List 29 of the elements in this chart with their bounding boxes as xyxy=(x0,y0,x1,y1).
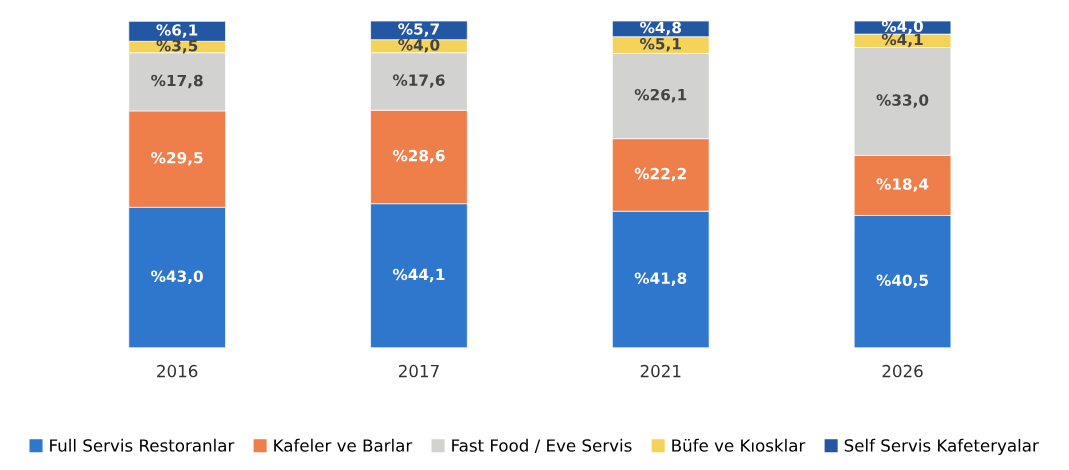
data-label: %17,6 xyxy=(392,74,445,88)
data-label: %4,0 xyxy=(398,39,440,53)
data-label: %4,0 xyxy=(881,20,923,34)
x-tick-label: 2016 xyxy=(157,364,198,378)
data-label: %41,8 xyxy=(634,272,687,286)
data-label: %26,1 xyxy=(634,88,687,103)
legend-label: Fast Food / Eve Servis xyxy=(452,438,632,454)
legend-label: Büfe ve Kıosklar xyxy=(672,438,806,452)
data-label: %18,4 xyxy=(876,178,929,192)
data-label: %28,6 xyxy=(392,149,445,164)
x-tick-label: 2017 xyxy=(398,364,439,378)
x-tick-label: 2021 xyxy=(640,364,681,378)
data-label: %5,7 xyxy=(398,23,439,37)
data-label: %4,8 xyxy=(640,21,681,36)
data-label: %6,1 xyxy=(156,24,198,38)
legend-label: Full Servis Restoranlar xyxy=(50,438,235,452)
data-label: %22,2 xyxy=(634,167,686,182)
legend-label: Kafeler ve Barlar xyxy=(274,438,413,452)
data-label: %33,0 xyxy=(876,94,929,108)
data-label: %5,1 xyxy=(640,37,681,52)
data-label: %40,5 xyxy=(876,274,928,289)
x-tick-label: 2026 xyxy=(882,364,923,378)
data-label: %43,0 xyxy=(151,270,203,284)
data-label: %3,5 xyxy=(156,39,198,54)
data-label: %44,1 xyxy=(392,268,445,283)
data-label: %4,1 xyxy=(881,33,923,48)
data-label: %29,5 xyxy=(151,151,203,166)
data-label: %17,8 xyxy=(151,74,203,89)
legend-label: Self Servis Kafeteryalar xyxy=(844,438,1039,455)
